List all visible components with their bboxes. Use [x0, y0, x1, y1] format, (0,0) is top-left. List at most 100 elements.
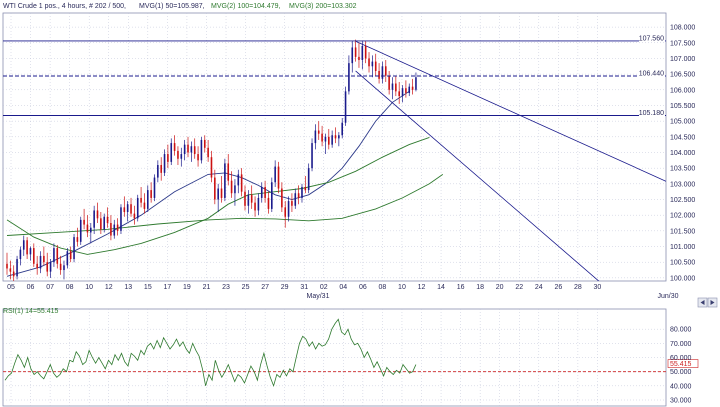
x-tick-label: 25 [242, 284, 250, 291]
candle-body [214, 177, 216, 200]
y-tick-label: 107.000 [670, 56, 695, 63]
x-tick-label: 14 [437, 284, 445, 291]
trendline [355, 70, 600, 281]
candle-body [187, 144, 189, 153]
rsi-panel: 55.415 [3, 318, 699, 388]
candle-body [284, 207, 287, 217]
candle-body [79, 219, 82, 242]
candle-body [354, 47, 357, 57]
candle-body [237, 174, 240, 186]
trendline [355, 40, 666, 182]
candle-body [136, 197, 139, 219]
price-axis: 100.000 100.500 101.000 101.500 102.000 102.5… [670, 25, 695, 405]
candle-body [230, 180, 233, 194]
candle-body [334, 135, 337, 139]
y-tick-label: 103.500 [670, 166, 695, 173]
candle-body [250, 194, 253, 203]
candle-body [167, 154, 169, 162]
candle-body [274, 166, 276, 183]
candle-body [180, 154, 183, 159]
candle-body [294, 193, 297, 206]
candle-body [116, 224, 119, 231]
candle-body [331, 135, 333, 145]
candle-body [321, 133, 323, 142]
candle-body [157, 165, 159, 178]
candle-body [381, 66, 384, 79]
price-level-label-bg [639, 109, 665, 117]
candle-body [43, 255, 45, 263]
candle-body [411, 86, 414, 90]
candle-body [307, 168, 310, 191]
x-tick-label: 05 [7, 284, 15, 291]
candle-body [46, 262, 49, 272]
candle-body [348, 63, 350, 92]
candle-body [133, 213, 136, 219]
price-level-label: 106.440 [639, 71, 664, 78]
candle-body [378, 70, 380, 79]
candle-body [203, 139, 206, 148]
x-tick-label: 28 [574, 284, 582, 291]
candle-body [227, 163, 230, 181]
candle-body [244, 191, 246, 206]
price-level-label: 107.560 [639, 35, 664, 42]
y-tick-label: 101.000 [670, 244, 695, 251]
candle-body [66, 251, 69, 266]
price-level-label-bg [639, 70, 665, 78]
candle-body [130, 204, 132, 214]
candle-body [405, 88, 407, 93]
x-tick-label: 08 [379, 284, 387, 291]
candle-body [287, 201, 290, 217]
candle-body [224, 163, 226, 198]
candle-body [190, 146, 193, 153]
candle-body [200, 139, 203, 161]
candle-body [408, 86, 411, 93]
candle-body [291, 201, 293, 206]
candle-body [247, 194, 250, 206]
candle-body [415, 77, 417, 90]
candle-body [254, 202, 256, 211]
scroll-right-icon[interactable] [707, 297, 718, 308]
mvg1-label: MVG(1) 50=105.987, [139, 3, 205, 10]
x-tick-label: 31 [300, 284, 308, 291]
x-tick-label: 20 [496, 284, 504, 291]
x-tick-label: 15 [144, 284, 152, 291]
candle-body [69, 251, 72, 260]
candle-body [358, 56, 360, 61]
candle-body [371, 61, 374, 67]
candle-body [110, 223, 112, 236]
candle-body [317, 130, 320, 134]
candle-body [19, 249, 22, 260]
y-tick-label: 102.500 [670, 197, 695, 204]
moving-average-line [6, 174, 444, 236]
candle-body [271, 182, 273, 209]
candle-body [163, 154, 166, 173]
candle-body [207, 147, 209, 158]
candle-body [210, 157, 213, 178]
candle-body [96, 210, 99, 219]
candle-body [217, 188, 219, 200]
candle-body [297, 193, 300, 198]
candle-body [29, 248, 32, 255]
time-axis: 05 06 07 08 10 12 13 15 17 19 21 23 25 27 29 31 02 04 06 08… [7, 284, 679, 300]
symbol-label: WTI Crude 1 pos., 4 hours, # 202 / 500, [3, 3, 126, 10]
candle-body [361, 45, 364, 61]
rsi-tick-label: 40.000 [670, 383, 692, 390]
y-tick-label: 104.500 [670, 134, 695, 141]
x-tick-label: 23 [222, 284, 230, 291]
candle-body [395, 83, 397, 92]
candle-body [143, 202, 146, 209]
candle-body [63, 265, 65, 271]
x-tick-label: 27 [261, 284, 269, 291]
scroll-left-icon[interactable] [697, 297, 708, 308]
rsi-tick-label: 30.000 [670, 398, 692, 405]
x-tick-label: 16 [457, 284, 465, 291]
candle-body [53, 248, 55, 263]
candle-body [26, 240, 28, 255]
candle-body [341, 122, 344, 136]
candle-body [374, 61, 377, 71]
rsi-tick-label: 50.000 [670, 369, 692, 376]
y-tick-label: 103.000 [670, 181, 695, 188]
rsi-title: RSI(1) 14=55.415 [3, 308, 59, 315]
y-tick-label: 101.500 [670, 228, 695, 235]
candle-body [344, 91, 347, 123]
